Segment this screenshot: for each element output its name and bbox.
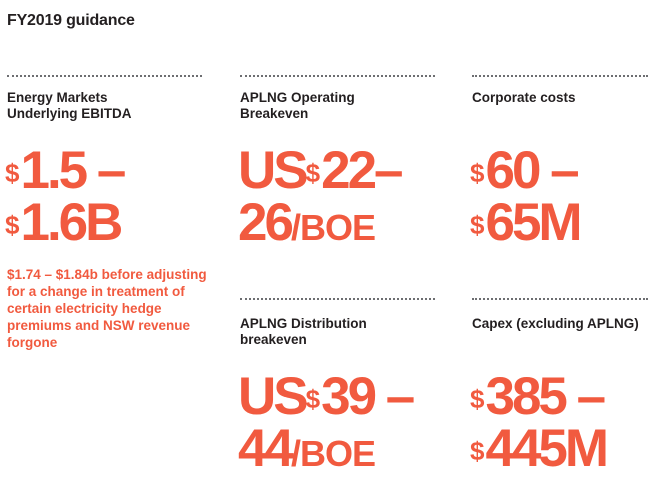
energy-markets-value-line2: $1.6B	[5, 193, 123, 252]
value-number: 44	[238, 419, 294, 478]
aplng-operating-label-line1: APLNG Operating	[240, 90, 355, 105]
value-number: 39 –	[321, 367, 415, 426]
energy-markets-label-line1: Energy Markets	[7, 90, 108, 105]
aplng-operating-value-line2: 26/BOE	[238, 193, 376, 255]
value-unit: /BOE	[290, 207, 376, 248]
aplng-distribution-label: APLNG Distribution breakeven	[240, 316, 367, 348]
divider-col2-bottom	[240, 298, 435, 300]
divider-col3-top	[472, 75, 648, 77]
aplng-distribution-value-line2: 44/BOE	[238, 419, 376, 481]
energy-markets-label: Energy Markets Underlying EBITDA	[7, 90, 132, 122]
value-number: 26	[238, 193, 294, 252]
currency-symbol: $	[305, 158, 321, 188]
currency-symbol: $	[5, 210, 20, 240]
energy-markets-note: $1.74 – $1.84b before adjusting for a ch…	[7, 267, 207, 350]
value-number: 385 –	[485, 367, 606, 426]
value-number: 445M	[485, 419, 609, 478]
corporate-costs-label: Corporate costs	[472, 90, 576, 106]
currency-symbol: $	[470, 158, 485, 188]
currency-symbol: $	[470, 436, 485, 466]
value-number: 22–	[321, 141, 403, 200]
value-number: 65M	[485, 193, 582, 252]
capex-label-line1: Capex (excluding APLNG)	[472, 316, 639, 331]
aplng-operating-value-line1: US$22–	[238, 141, 404, 200]
capex-value-line2: $445M	[470, 419, 609, 478]
currency-symbol: $	[305, 384, 321, 414]
value-prefix: US	[238, 367, 309, 426]
aplng-distribution-value-line1: US$39 –	[238, 367, 415, 426]
aplng-distribution-label-line2: breakeven	[240, 332, 307, 347]
corporate-costs-value-line2: $65M	[470, 193, 583, 252]
value-number: 1.5 –	[20, 141, 126, 200]
value-prefix: US	[238, 141, 309, 200]
corporate-costs-value-line1: $60 –	[470, 141, 580, 200]
value-number: 1.6B	[20, 193, 123, 252]
aplng-distribution-label-line1: APLNG Distribution	[240, 316, 367, 331]
divider-col1	[7, 75, 202, 77]
energy-markets-label-line2: Underlying EBITDA	[7, 106, 132, 121]
energy-markets-value-line1: $1.5 –	[5, 141, 126, 200]
divider-col3-bottom	[472, 298, 648, 300]
divider-col2-top	[240, 75, 435, 77]
page-title: FY2019 guidance	[7, 12, 135, 29]
capex-value-line1: $385 –	[470, 367, 606, 426]
value-unit: /BOE	[290, 433, 376, 474]
corporate-costs-label-line1: Corporate costs	[472, 90, 576, 105]
capex-label: Capex (excluding APLNG)	[472, 316, 639, 332]
aplng-operating-label-line2: Breakeven	[240, 106, 309, 121]
value-number: 60 –	[485, 141, 579, 200]
aplng-operating-label: APLNG Operating Breakeven	[240, 90, 355, 122]
currency-symbol: $	[470, 384, 485, 414]
currency-symbol: $	[5, 158, 20, 188]
currency-symbol: $	[470, 210, 485, 240]
